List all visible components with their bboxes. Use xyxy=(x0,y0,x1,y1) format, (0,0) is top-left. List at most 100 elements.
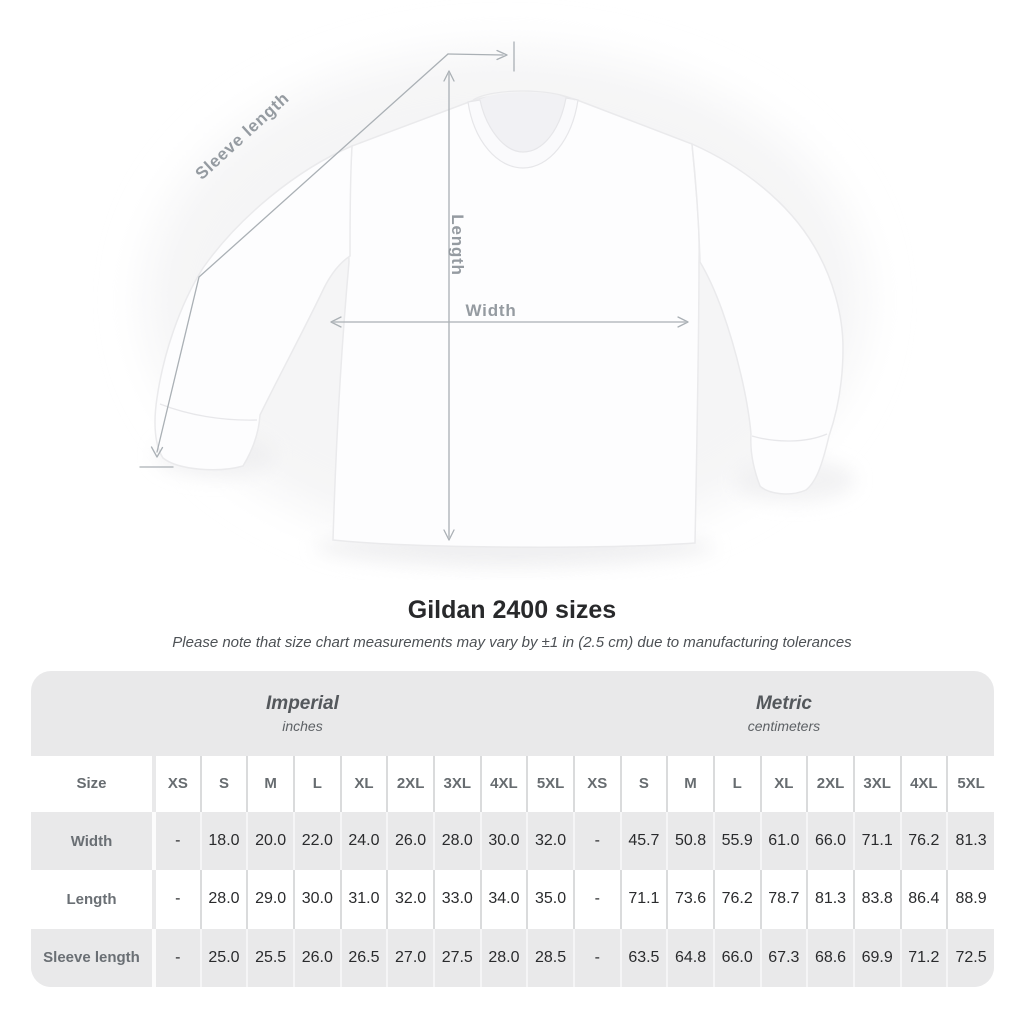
measurement-value: 86.4 xyxy=(899,870,948,929)
measurement-value: 66.0 xyxy=(806,811,854,871)
measurement-value: 81.3 xyxy=(946,811,994,871)
measurement-value: 30.0 xyxy=(292,870,341,929)
page-title: Gildan 2400 sizes xyxy=(407,596,617,624)
size-column-header: M xyxy=(666,755,714,812)
tolerance-note: Please note that size chart measurements… xyxy=(172,634,852,651)
measurement-row: Length -28.0 29.0 30.0 31.0 32.0 33.0 34.0 35.0-… xyxy=(31,870,994,929)
width-arrow xyxy=(330,316,689,328)
size-table-container: Imperial inches Metric centimeters Size … xyxy=(31,671,994,987)
size-column-header: S xyxy=(199,755,248,812)
measurement-value: 24.0 xyxy=(339,811,388,871)
shirt-diagram: Sleeve length Length Width xyxy=(139,41,865,566)
measurement-value: 32.0 xyxy=(386,870,434,929)
measurement-value: 28.0 xyxy=(432,811,481,871)
measurement-value: 25.5 xyxy=(246,928,294,987)
measurement-value: 26.0 xyxy=(386,811,434,871)
measurement-value: 34.0 xyxy=(479,870,528,929)
imperial-label: Imperial xyxy=(266,692,339,714)
measurement-value: 71.2 xyxy=(899,928,948,987)
measurement-value: 28.0 xyxy=(479,928,528,987)
measurement-value: - xyxy=(152,811,201,871)
metric-section-header: Metric centimeters xyxy=(574,671,994,756)
measurement-value: 50.8 xyxy=(666,811,714,871)
size-column-header: 2XL xyxy=(386,755,434,812)
metric-label: Metric xyxy=(755,692,812,714)
imperial-unit-label: inches xyxy=(282,717,323,734)
measurement-row: Width -18.0 20.0 22.0 24.0 26.0 28.0 30.0 32.0-4… xyxy=(31,811,994,871)
size-column-header: 3XL xyxy=(432,755,481,812)
size-column-header: 4XL xyxy=(479,755,528,812)
measurement-value: 32.0 xyxy=(526,811,574,871)
measurement-value: 66.0 xyxy=(712,928,761,987)
measurement-value: - xyxy=(572,811,621,871)
size-header-cell: Size xyxy=(76,775,107,793)
measurement-value: 28.0 xyxy=(199,870,248,929)
size-column-header: XS xyxy=(152,755,201,812)
measurement-value: 83.8 xyxy=(852,870,901,929)
size-column-header: L xyxy=(712,755,761,812)
measurement-value: 29.0 xyxy=(246,870,294,929)
measurement-value: 76.2 xyxy=(712,870,761,929)
size-column-header: M xyxy=(246,755,294,812)
size-column-header: XS xyxy=(572,755,621,812)
size-column-header: S xyxy=(619,755,668,812)
measurement-value: 31.0 xyxy=(339,870,388,929)
shirt-right-sleeve xyxy=(691,142,844,495)
size-column-header: XL xyxy=(759,755,808,812)
measurement-value: 26.0 xyxy=(292,928,341,987)
measurement-value: 68.6 xyxy=(806,928,854,987)
measurement-value: 26.5 xyxy=(339,928,388,987)
measurement-value: 78.7 xyxy=(759,870,808,929)
size-column-header: 5XL xyxy=(946,755,994,812)
measurement-value: 35.0 xyxy=(526,870,574,929)
measurement-value: - xyxy=(572,928,621,987)
measurement-value: 71.1 xyxy=(852,811,901,871)
size-header-row: Size XS S M L XL 2XL 3XL 4XL 5XL XS S M L XL 2XL 3XL 4XL… xyxy=(31,755,994,812)
shirt-body xyxy=(154,93,844,548)
row-label: Sleeve length xyxy=(43,949,140,967)
size-column-header: 5XL xyxy=(526,755,574,812)
cuff-seams xyxy=(159,403,828,442)
shirt-collar xyxy=(467,90,579,169)
measurement-row: Sleeve length -25.0 25.5 26.0 26.5 27.0 27.5 28… xyxy=(31,928,994,987)
length-arrow xyxy=(443,70,455,541)
measurement-value: 20.0 xyxy=(246,811,294,871)
row-label: Length xyxy=(66,890,117,908)
measurement-value: 69.9 xyxy=(852,928,901,987)
measurement-value: - xyxy=(152,870,201,929)
measurement-value: 22.0 xyxy=(292,811,341,871)
size-column-header: 2XL xyxy=(806,755,854,812)
measurement-value: 28.5 xyxy=(526,928,574,987)
size-column-header: 4XL xyxy=(899,755,948,812)
measurement-value: 30.0 xyxy=(479,811,528,871)
measurement-value: 27.0 xyxy=(386,928,434,987)
measurement-value: 27.5 xyxy=(432,928,481,987)
measurement-value: 72.5 xyxy=(946,928,994,987)
size-column-header: 3XL xyxy=(852,755,901,812)
measurement-value: 45.7 xyxy=(619,811,668,871)
length-label: Length xyxy=(448,214,467,275)
measurement-value: 61.0 xyxy=(759,811,808,871)
shirt-left-sleeve xyxy=(154,144,353,471)
measurement-value: 55.9 xyxy=(712,811,761,871)
measurement-value: 18.0 xyxy=(199,811,248,871)
size-column-header: XL xyxy=(339,755,388,812)
metric-unit-label: centimeters xyxy=(747,717,821,734)
measurement-value: 71.1 xyxy=(619,870,668,929)
measurement-value: 76.2 xyxy=(899,811,948,871)
measurement-value: 25.0 xyxy=(199,928,248,987)
measurement-value: 64.8 xyxy=(666,928,714,987)
measurement-value: - xyxy=(152,928,201,987)
unit-header-row: Imperial inches Metric centimeters xyxy=(31,671,994,756)
measurement-value: 88.9 xyxy=(946,870,994,929)
measurement-value: 67.3 xyxy=(759,928,808,987)
measurement-value: - xyxy=(572,870,621,929)
measurement-value: 63.5 xyxy=(619,928,668,987)
imperial-section-header: Imperial inches xyxy=(31,671,574,756)
measurement-value: 73.6 xyxy=(666,870,714,929)
measurement-value: 81.3 xyxy=(806,870,854,929)
sleeve-length-arrow xyxy=(139,41,515,468)
width-label: Width xyxy=(465,301,516,320)
measurement-arrows xyxy=(139,41,689,541)
